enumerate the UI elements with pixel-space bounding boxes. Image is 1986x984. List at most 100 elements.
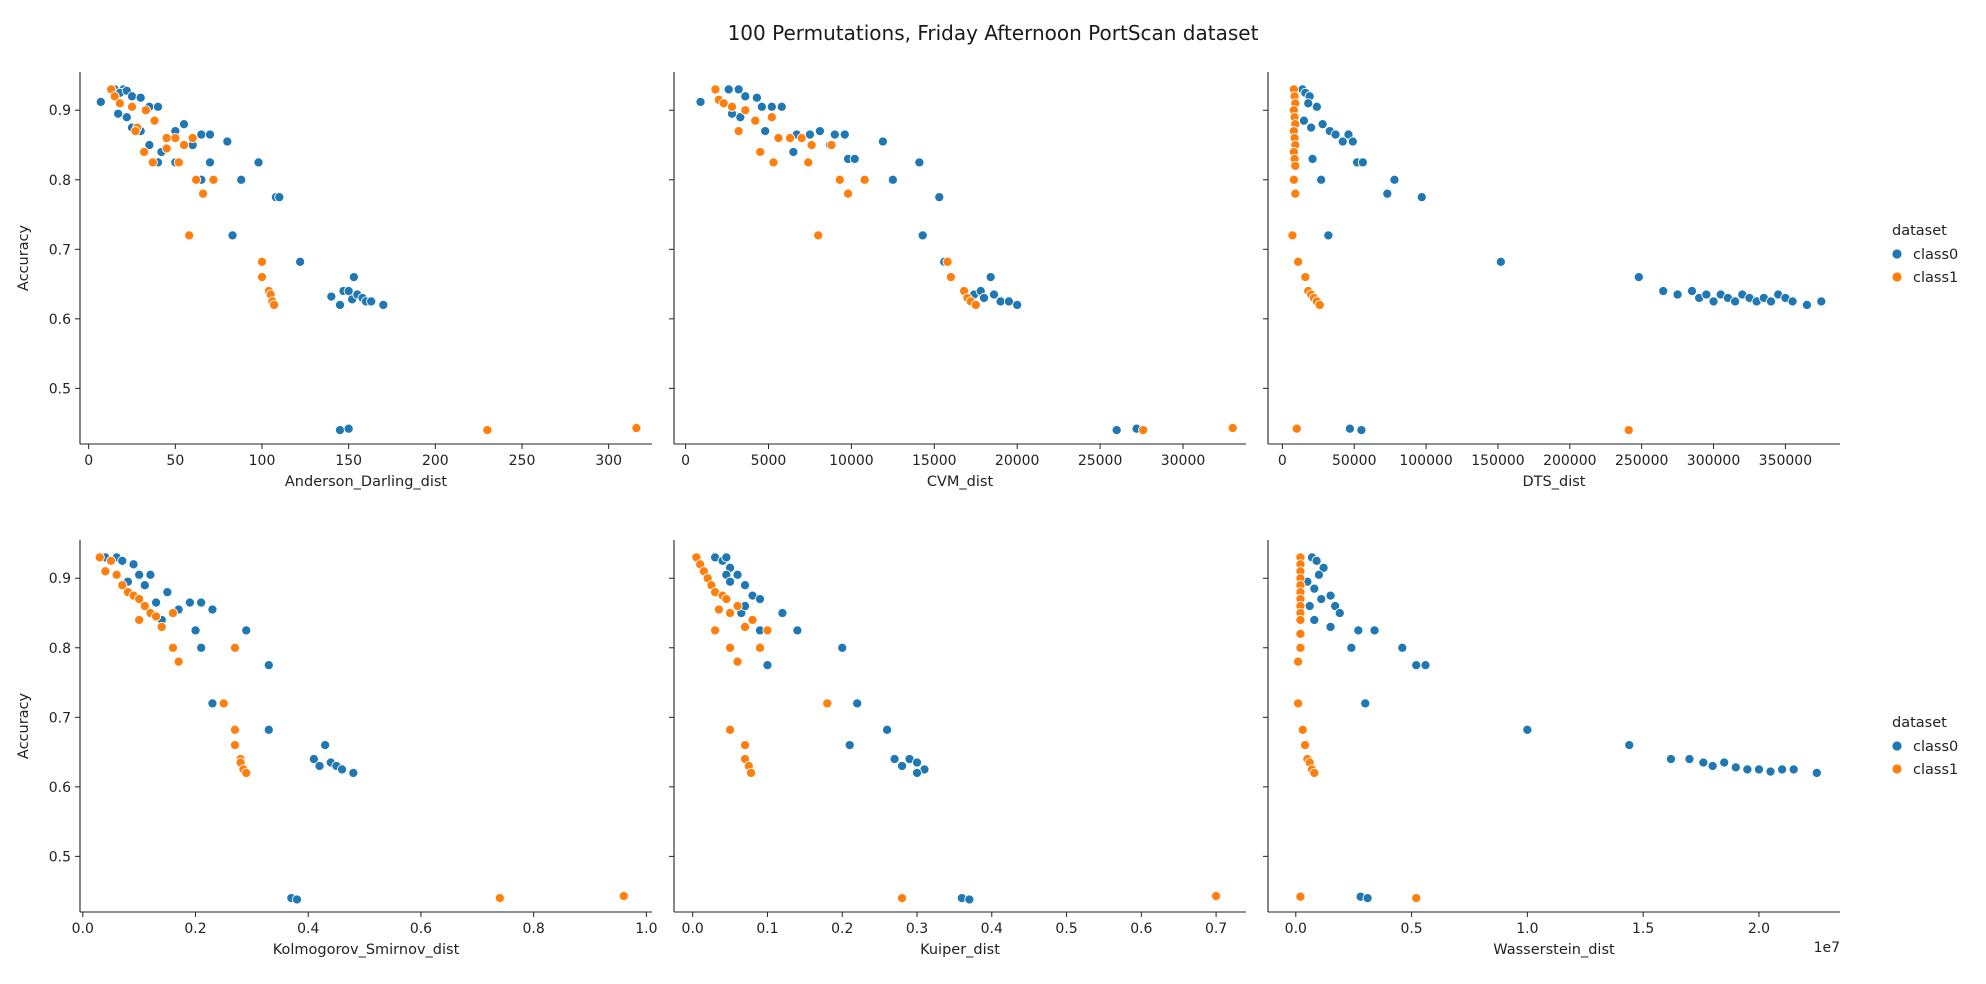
data-point xyxy=(144,139,155,151)
data-point xyxy=(988,289,1000,300)
data-point xyxy=(256,256,268,267)
data-point xyxy=(222,136,233,147)
data-point xyxy=(198,188,209,199)
data-point xyxy=(256,272,268,283)
series-class0 xyxy=(1297,84,1827,436)
series-class0 xyxy=(95,84,389,436)
x-tick-label: 0.5 xyxy=(1055,921,1077,937)
data-point xyxy=(1325,621,1336,632)
data-point xyxy=(1330,601,1341,612)
data-point xyxy=(887,174,898,185)
data-point xyxy=(725,576,736,587)
x-tick-label: 1.0 xyxy=(1516,921,1538,937)
data-point xyxy=(1309,614,1320,626)
data-point xyxy=(1420,660,1431,671)
data-point xyxy=(1288,174,1299,185)
data-point xyxy=(796,133,807,144)
data-point xyxy=(747,614,758,626)
legend-entry-label: class0 xyxy=(1913,247,1958,263)
x-tick-label: 0.6 xyxy=(1130,921,1152,937)
data-point xyxy=(1347,136,1358,147)
data-point xyxy=(1701,289,1712,300)
x-offset-label: 1e7 xyxy=(1814,940,1840,956)
data-point xyxy=(1303,98,1314,109)
x-tick-label: 300000 xyxy=(1687,453,1740,469)
data-point xyxy=(366,296,377,307)
data-point xyxy=(178,139,190,151)
data-point xyxy=(334,425,346,436)
x-tick-label: 0.1 xyxy=(756,921,778,937)
x-tick-label: 0.7 xyxy=(1205,921,1227,937)
data-point xyxy=(829,129,840,140)
y-tick-label: 0.5 xyxy=(49,381,71,397)
data-point xyxy=(1816,296,1827,307)
x-tick-label: 200000 xyxy=(1543,453,1596,469)
data-point xyxy=(760,126,771,137)
data-point xyxy=(733,126,744,137)
data-point xyxy=(139,146,150,158)
series-class1 xyxy=(710,84,1238,436)
data-point xyxy=(721,552,732,563)
data-point xyxy=(754,642,766,653)
data-point xyxy=(229,724,241,735)
data-point xyxy=(1777,764,1788,775)
data-point xyxy=(253,157,264,168)
series-class1 xyxy=(1287,84,1634,436)
series-class1 xyxy=(691,552,1222,904)
data-point xyxy=(755,146,766,158)
y-tick-label: 0.7 xyxy=(49,242,71,258)
data-point xyxy=(229,642,241,653)
data-point xyxy=(126,91,138,102)
legend-entry-label: class1 xyxy=(1913,762,1958,778)
x-axis-label: Kolmogorov_Smirnov_dist xyxy=(273,942,460,958)
data-point xyxy=(135,92,146,103)
data-point xyxy=(263,660,274,671)
x-tick-label: 0.5 xyxy=(1400,921,1422,937)
data-point xyxy=(269,299,280,310)
data-point xyxy=(750,115,761,126)
x-tick-label: 5000 xyxy=(751,453,787,469)
data-point xyxy=(726,101,738,112)
legend-marker xyxy=(1891,271,1903,283)
data-point xyxy=(1316,174,1327,185)
data-point xyxy=(945,272,956,283)
data-point xyxy=(134,569,145,580)
data-point xyxy=(1801,299,1812,310)
data-point xyxy=(1227,422,1238,434)
data-point xyxy=(1411,660,1422,671)
legend-1: dataset class0 class1 xyxy=(1891,223,1958,286)
data-point xyxy=(768,157,779,168)
data-point xyxy=(1317,119,1328,130)
legend-entry-label: class1 xyxy=(1913,270,1958,286)
data-point xyxy=(882,724,893,735)
panel-6: 0.0 0.5 1.0 1.5 2.0 Wasserstein_dist 1e7 xyxy=(1263,540,1840,958)
data-point xyxy=(482,425,493,436)
x-tick-label: 0.4 xyxy=(297,921,319,937)
y-axis-label: Accuracy xyxy=(16,224,32,291)
data-point xyxy=(187,133,198,144)
y-tick-label: 0.5 xyxy=(49,849,71,865)
data-point xyxy=(134,594,145,605)
y-tick-label: 0.8 xyxy=(49,641,71,657)
data-point xyxy=(1307,153,1318,164)
panel-2: 0 5000 10000 15000 20000 25000 30000 CVM_dist xyxy=(669,72,1246,490)
data-point xyxy=(751,92,762,103)
x-tick-label: 0 xyxy=(681,453,690,469)
data-point xyxy=(1295,614,1306,626)
data-point xyxy=(1730,762,1741,773)
y-tick-label: 0.7 xyxy=(49,710,71,726)
data-point xyxy=(1788,764,1799,775)
data-point xyxy=(917,230,928,241)
data-point xyxy=(156,621,167,632)
data-point xyxy=(229,740,241,751)
data-point xyxy=(1290,188,1301,199)
data-point xyxy=(1138,425,1149,436)
data-point xyxy=(710,625,721,636)
x-tick-label: 30000 xyxy=(1161,453,1206,469)
data-point xyxy=(740,91,751,102)
data-point xyxy=(1357,157,1368,168)
data-point xyxy=(1290,160,1301,171)
legends: dataset class0 class1 dataset class0 class1 xyxy=(1891,223,1958,778)
x-tick-label: 0.4 xyxy=(981,921,1003,937)
panel-5: 0.0 0.1 0.2 0.3 0.4 0.5 0.6 0.7 Kuiper_dist xyxy=(669,540,1246,958)
